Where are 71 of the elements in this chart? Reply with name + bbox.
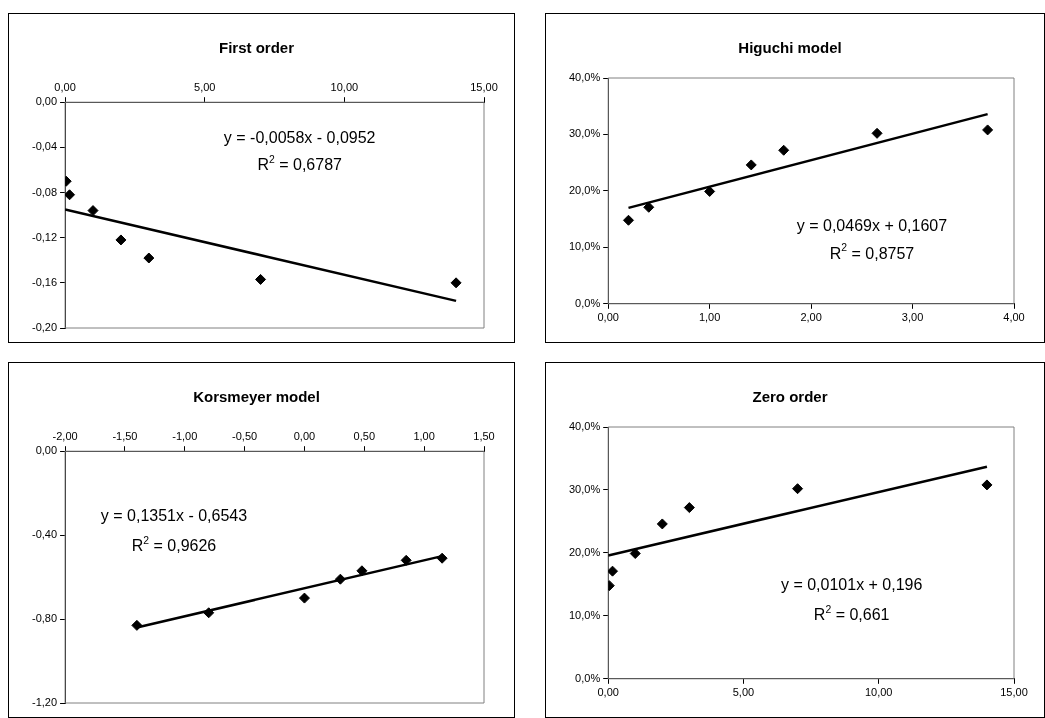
x-tick-label: 15,00 <box>470 80 498 93</box>
x-tick-label: 1,00 <box>413 429 435 442</box>
x-tick-label: 2,00 <box>800 311 822 324</box>
x-tick-label: -1,50 <box>112 429 138 442</box>
y-tick-label: -0,16 <box>31 275 58 288</box>
x-tick-label: 5,00 <box>194 80 216 93</box>
y-tick-label: 40,0% <box>568 71 601 84</box>
annotation: y = 0,0469x + 0,1607 <box>796 217 948 235</box>
y-tick-label: -0,80 <box>31 612 58 625</box>
annotation: y = -0,0058x - 0,0952 <box>223 128 376 146</box>
y-tick-label: -0,40 <box>31 528 58 541</box>
x-tick-label: -2,00 <box>52 429 78 442</box>
x-tick-label: 15,00 <box>1000 686 1028 699</box>
y-tick-label: 30,0% <box>568 127 601 140</box>
point <box>356 565 368 577</box>
point <box>608 565 619 577</box>
point <box>778 144 790 156</box>
y-tick-label: -0,04 <box>31 140 58 153</box>
chart-title: Higuchi model <box>738 39 842 57</box>
point <box>65 189 76 201</box>
annotation: y = 0,1351x - 0,6543 <box>100 507 248 525</box>
x-tick-label: 0,00 <box>597 311 619 324</box>
point <box>255 273 267 285</box>
y-tick-label: 30,0% <box>568 482 601 495</box>
chart-title: Zero order <box>752 388 828 406</box>
point <box>745 159 757 171</box>
annotation: y = 0,0101x + 0,196 <box>780 576 923 594</box>
point <box>334 573 346 585</box>
point <box>622 214 634 226</box>
x-tick-label: 1,00 <box>698 311 721 324</box>
x-tick-label: 10,00 <box>330 80 359 93</box>
x-tick-label: 3,00 <box>901 311 924 324</box>
x-tick-label: 0,00 <box>54 80 76 93</box>
chart-title: First order <box>218 39 295 57</box>
x-tick-label: 0,00 <box>293 429 316 442</box>
point <box>298 592 310 604</box>
x-tick-label: 5,00 <box>732 686 755 699</box>
y-tick-label: -0,08 <box>31 185 58 198</box>
point <box>436 552 448 564</box>
point <box>131 619 143 631</box>
y-tick-label: 10,0% <box>568 240 601 253</box>
y-tick-label: 20,0% <box>568 545 601 558</box>
y-tick-label: 0,00 <box>35 444 58 457</box>
x-tick-label: -1,00 <box>172 429 198 442</box>
point <box>115 234 127 246</box>
x-tick-label: 0,50 <box>353 429 376 442</box>
y-tick-label: 10,0% <box>568 608 601 621</box>
point <box>143 252 155 264</box>
point <box>792 483 804 495</box>
y-tick-label: 0,0% <box>575 671 601 684</box>
y-tick-label: -1,20 <box>31 696 58 709</box>
y-tick-label: 0,00 <box>35 95 58 108</box>
chart-title: Korsmeyer model <box>193 388 320 406</box>
point <box>683 502 695 514</box>
y-tick-label: 0,0% <box>575 296 601 309</box>
x-tick-label: 10,00 <box>864 686 893 699</box>
y-tick-label: 20,0% <box>568 183 601 196</box>
y-tick-label: -0,12 <box>31 230 58 243</box>
x-tick-label: 1,50 <box>473 429 495 442</box>
x-tick-label: 0,00 <box>597 686 619 699</box>
y-tick-label: -0,20 <box>31 321 58 334</box>
point <box>203 607 215 619</box>
point <box>656 518 668 530</box>
x-tick-label: -0,50 <box>232 429 258 442</box>
point <box>981 479 993 491</box>
y-tick-label: 40,0% <box>568 420 601 433</box>
point <box>871 127 883 139</box>
point <box>982 124 994 136</box>
point <box>400 554 412 566</box>
point <box>450 277 462 289</box>
x-tick-label: 4,00 <box>1003 311 1025 324</box>
